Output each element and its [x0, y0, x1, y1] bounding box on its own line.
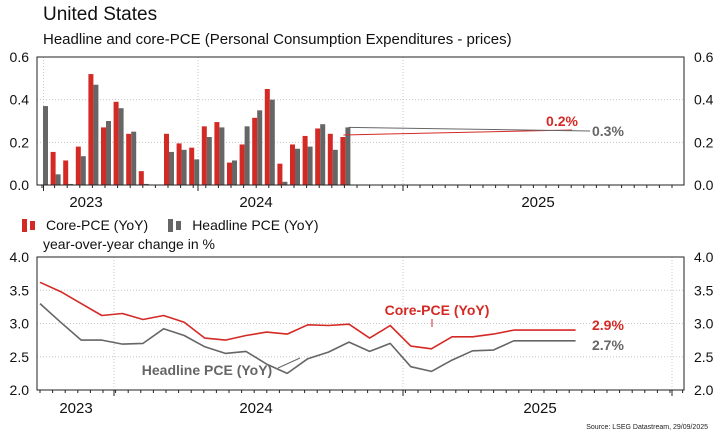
bar-headline — [257, 110, 263, 185]
bottom-ytick-left: 4.0 — [10, 249, 30, 265]
legend-label-core: Core-PCE (YoY) — [46, 217, 149, 233]
legend-swatch-headline-small — [176, 220, 182, 230]
top-plot-frame — [36, 56, 685, 186]
bar-core — [138, 171, 144, 185]
bottom-year-label: 2025 — [523, 400, 556, 417]
bar-headline — [345, 127, 351, 185]
bar-headline — [219, 127, 225, 185]
bar-headline — [206, 137, 212, 185]
top-ytick-left: 0.6 — [10, 49, 30, 65]
top-ytick-right: 0.0 — [694, 177, 714, 193]
bar-core — [113, 101, 119, 185]
bar-headline — [307, 146, 313, 185]
top-ytick-left: 0.0 — [10, 177, 30, 193]
bar-core — [189, 147, 195, 185]
chart-legend: Core-PCE (YoY) Headline PCE (YoY) — [22, 217, 339, 233]
bottom-plot-frame — [36, 256, 685, 391]
top-ytick-right: 0.6 — [694, 49, 714, 65]
bar-core — [201, 126, 207, 185]
bar-headline — [181, 149, 187, 185]
top-year-label: 2024 — [239, 194, 272, 211]
bottom-ytick-left: 3.5 — [10, 282, 30, 298]
bar-headline — [93, 84, 99, 185]
legend-item-core: Core-PCE (YoY) — [22, 217, 148, 233]
top-ytick-left: 0.2 — [10, 134, 30, 150]
top-year-label: 2025 — [521, 194, 554, 211]
bar-core — [88, 74, 94, 185]
lower-chart-ylabel: year-over-year change in % — [43, 236, 215, 252]
bar-headline — [332, 149, 338, 185]
bar-core — [327, 133, 333, 185]
bar-core — [63, 160, 69, 185]
top-ytick-right: 0.4 — [694, 92, 714, 108]
bottom-ytick-right: 4.0 — [694, 249, 714, 265]
bar-core — [252, 117, 258, 185]
bar-core — [239, 144, 245, 185]
bar-core — [50, 151, 56, 185]
label-core-series: Core-PCE (YoY) — [385, 302, 490, 318]
top-ytick-left: 0.4 — [10, 92, 30, 108]
bottom-ytick-left: 3.0 — [10, 316, 30, 332]
annotation-core-last: 0.2% — [546, 113, 578, 129]
bar-core — [315, 128, 321, 185]
bar-core — [214, 122, 220, 185]
bar-headline — [282, 181, 288, 185]
bar-headline — [169, 151, 174, 185]
bar-headline — [80, 156, 86, 185]
annotation-headline-leader — [348, 126, 591, 132]
end-label-core: 2.9% — [592, 317, 624, 333]
legend-item-headline: Headline PCE (YoY) — [168, 217, 319, 233]
bar-core — [264, 89, 270, 185]
annotation-core-leader — [343, 129, 573, 136]
chart-subtitle: Headline and core-PCE (Personal Consumpt… — [43, 31, 512, 48]
legend-swatch-core — [22, 218, 27, 232]
annotation-headline-last: 0.3% — [592, 123, 624, 139]
bar-headline — [295, 148, 300, 185]
bar-headline — [320, 124, 326, 185]
end-label-headline: 2.7% — [592, 337, 624, 353]
bar-core — [164, 133, 169, 185]
bar-headline — [143, 183, 149, 185]
bar-core — [340, 137, 346, 185]
top-ytick-right: 0.2 — [694, 134, 714, 150]
bar-headline — [232, 160, 237, 185]
legend-label-headline: Headline PCE (YoY) — [192, 217, 319, 233]
top-year-label: 2023 — [69, 194, 102, 211]
bar-core — [75, 146, 81, 185]
legend-swatch-headline — [168, 218, 174, 232]
bar-headline — [68, 183, 74, 185]
bottom-ytick-right: 3.5 — [694, 282, 714, 298]
bottom-ytick-right: 3.0 — [694, 316, 714, 332]
bottom-ytick-left: 2.5 — [10, 349, 30, 365]
bottom-year-label: 2023 — [59, 400, 92, 417]
label-headline-series: Headline PCE (YoY) — [142, 362, 272, 378]
bottom-year-label: 2024 — [239, 400, 272, 417]
bar-core — [290, 144, 295, 185]
bar-headline — [106, 121, 111, 185]
bar-headline — [43, 106, 48, 185]
bar-core — [302, 135, 308, 185]
bar-headline — [244, 126, 250, 185]
bar-headline — [269, 99, 275, 185]
bar-core — [227, 162, 232, 185]
label-headline-leader — [277, 357, 301, 369]
bar-headline — [55, 174, 61, 185]
bar-headline — [194, 159, 200, 185]
line-core-pce — [39, 281, 576, 350]
bar-core — [176, 143, 182, 185]
bar-core — [277, 163, 283, 185]
bar-core — [126, 133, 132, 185]
bottom-ytick-right: 2.0 — [694, 382, 714, 398]
bottom-ytick-right: 2.5 — [694, 349, 714, 365]
bar-headline — [131, 131, 137, 185]
legend-swatch-core-small — [30, 220, 35, 230]
line-headline-pce — [39, 303, 576, 375]
source-note: Source: LSEG Datastream, 29/09/2025 — [586, 424, 708, 431]
bar-headline — [118, 108, 124, 185]
bar-core — [101, 127, 106, 185]
bottom-ytick-left: 2.0 — [10, 382, 30, 398]
chart-title: United States — [43, 4, 158, 25]
